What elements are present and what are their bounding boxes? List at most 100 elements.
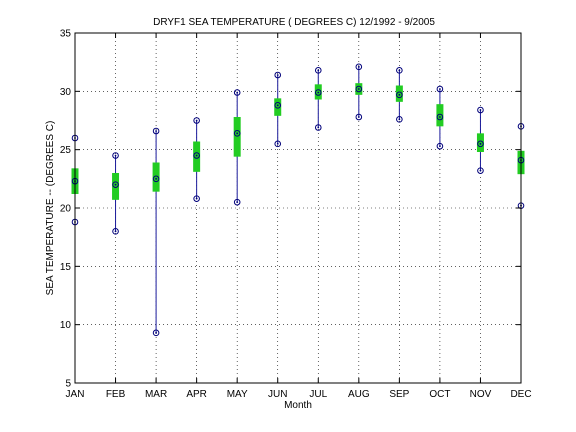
max-marker-dot — [479, 109, 482, 111]
series — [71, 63, 525, 337]
min-marker-dot — [317, 126, 320, 129]
iqr-box — [152, 162, 160, 192]
min-marker-dot — [398, 118, 401, 121]
x-tick-label: JUL — [309, 389, 327, 400]
x-tick-label: NOV — [470, 389, 492, 400]
month-box-jun — [274, 71, 282, 148]
median-marker-dot — [439, 116, 441, 118]
median-marker — [436, 113, 444, 121]
y-tick-label: 5 — [65, 379, 71, 390]
x-tick-label: MAR — [145, 389, 167, 400]
max-marker-dot — [439, 88, 441, 90]
median-marker-dot — [317, 91, 320, 94]
y-tick-label: 10 — [60, 320, 72, 331]
month-box-feb — [112, 152, 120, 235]
median-marker — [477, 140, 484, 148]
x-tick-label: DEC — [510, 389, 531, 400]
min-marker-dot — [114, 230, 117, 233]
min-marker — [274, 140, 282, 148]
iqr-box — [395, 85, 403, 102]
min-marker-dot — [276, 142, 279, 145]
min-marker — [233, 198, 241, 206]
max-marker-dot — [357, 65, 360, 68]
month-box-nov — [476, 106, 484, 174]
median-marker — [396, 91, 403, 99]
x-tick-label: MAY — [227, 389, 248, 400]
min-marker-dot — [479, 169, 482, 172]
median-marker — [274, 102, 282, 109]
chart-title: DRYF1 SEA TEMPERATURE ( DEGREES C) 12/19… — [153, 17, 435, 28]
plot-frame — [74, 32, 522, 384]
month-box-may — [233, 89, 241, 206]
median-marker-dot — [276, 104, 279, 107]
x-tick-label: APR — [186, 389, 207, 400]
max-marker-dot — [317, 69, 320, 72]
month-box-jul — [314, 67, 322, 131]
max-marker-dot — [114, 154, 117, 157]
min-marker — [355, 113, 363, 121]
max-marker — [396, 67, 403, 74]
min-marker — [396, 116, 403, 123]
max-marker-dot — [276, 74, 279, 76]
month-box-aug — [355, 63, 363, 121]
min-marker — [436, 142, 444, 150]
month-box-oct — [436, 85, 444, 150]
max-marker — [436, 85, 444, 93]
iqr-box — [274, 98, 282, 116]
median-marker — [112, 181, 119, 188]
x-tick-label: OCT — [429, 389, 450, 400]
median-marker — [314, 89, 322, 96]
median-marker-dot — [155, 177, 157, 180]
iqr-box — [193, 141, 201, 172]
min-marker-dot — [357, 116, 360, 118]
median-marker-dot — [398, 93, 401, 96]
max-marker — [355, 63, 363, 71]
median-marker — [355, 85, 363, 93]
x-tick-label: AUG — [348, 389, 370, 400]
min-marker — [112, 228, 119, 235]
median-marker-dot — [479, 142, 482, 145]
median-marker — [152, 175, 160, 183]
median-marker-dot — [195, 154, 198, 157]
max-marker — [193, 117, 200, 124]
min-marker — [314, 124, 322, 131]
y-tick-label: 20 — [60, 204, 72, 215]
x-tick-label: JAN — [66, 389, 85, 400]
median-marker-dot — [357, 88, 360, 90]
ticks: 5 10 15 20 25 30 35 JAN FEB MAR APR MAY JUN JUL AUG SEP… — [60, 29, 532, 401]
iqr-box — [233, 117, 241, 157]
median-marker — [233, 130, 241, 137]
max-marker-dot — [236, 91, 239, 94]
max-marker — [152, 127, 160, 135]
min-marker-dot — [439, 145, 441, 148]
iqr-box — [112, 173, 120, 200]
x-tick-label: FEB — [106, 389, 126, 400]
x-axis-title: Month — [284, 400, 312, 411]
y-axis-title: SEA TEMPERATURE -- (DEGREES C) — [45, 121, 56, 296]
max-marker-dot — [155, 130, 157, 132]
median-marker-dot — [236, 132, 239, 135]
month-box-apr — [193, 117, 201, 202]
min-marker-dot — [155, 331, 157, 334]
min-marker — [152, 329, 160, 337]
y-tick-label: 35 — [60, 29, 72, 40]
max-marker — [274, 71, 282, 79]
y-tick-label: 15 — [60, 262, 72, 273]
iqr-box — [476, 133, 484, 152]
month-box-sep — [395, 67, 403, 123]
x-tick-label: JUN — [268, 389, 287, 400]
min-marker-dot — [236, 201, 239, 204]
max-marker — [314, 67, 322, 74]
y-tick-label: 30 — [60, 87, 72, 98]
median-marker-dot — [114, 183, 117, 186]
median-marker — [193, 152, 200, 159]
max-marker-dot — [195, 119, 198, 122]
x-tick-label: SEP — [389, 389, 409, 400]
max-marker — [233, 89, 241, 96]
grid — [75, 33, 521, 383]
month-box-mar — [152, 127, 160, 337]
min-marker — [193, 195, 200, 202]
max-marker — [112, 152, 119, 159]
max-marker — [477, 106, 484, 114]
